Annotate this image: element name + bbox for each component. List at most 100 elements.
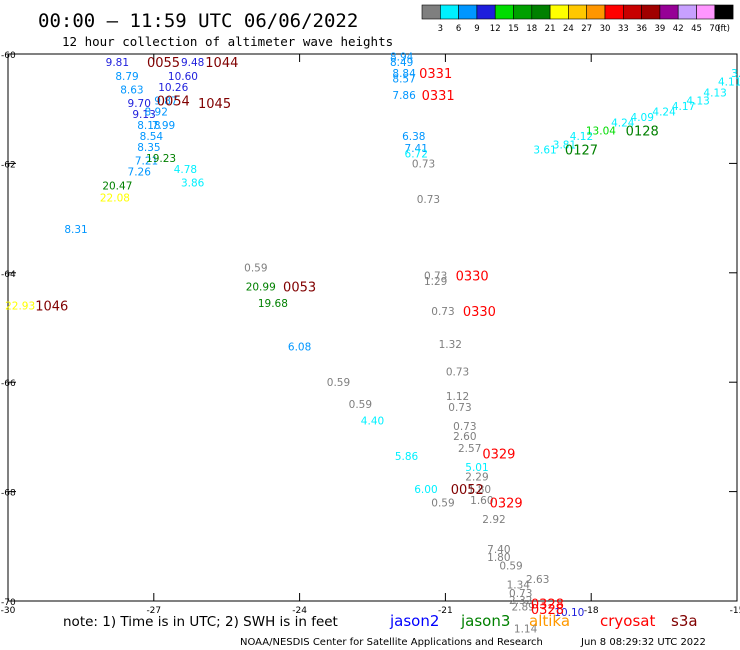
wave-height-point: 7.86 [392, 90, 416, 102]
wave-height-point: 0.73 [431, 306, 454, 318]
colorbar-unit: (ft) [717, 24, 730, 34]
colorbar-swatch [714, 4, 734, 20]
colorbar-swatch [531, 4, 551, 20]
x-tick-label: -30 [1, 606, 16, 616]
pass-time-label: 0331 [422, 89, 455, 104]
wave-height-point: 2.63 [526, 574, 549, 586]
wave-height-point: 2.92 [482, 514, 505, 526]
plot-border [7, 53, 738, 602]
wave-height-point: 8.31 [64, 224, 87, 236]
wave-height-point: 5.01 [465, 462, 488, 474]
colorbar-swatch [439, 4, 459, 20]
wave-height-point: 8.79 [115, 71, 138, 83]
wave-height-point: 4.24 [652, 106, 676, 118]
wave-height-point: 1.34 [507, 580, 531, 592]
wave-height-point: 7.41 [405, 143, 428, 155]
colorbar-swatch [604, 4, 624, 20]
colorbar-swatch [696, 4, 716, 20]
wave-height-point: 9.13 [132, 109, 155, 121]
pass-time-label: 1044 [205, 56, 238, 71]
wave-height-point: 4.13 [703, 87, 726, 99]
colorbar-label: 24 [563, 24, 574, 34]
wave-height-point: 0.73 [448, 402, 471, 414]
legend-entry: jason3 [460, 612, 510, 630]
wave-height-point: 4.12 [570, 131, 593, 143]
colorbar-swatch [659, 4, 679, 20]
wave-height-point: 0.73 [446, 366, 469, 378]
legend-entry: jason2 [389, 612, 439, 630]
wave-height-point: 2.29 [465, 471, 488, 483]
colorbar-swatch [641, 4, 661, 20]
wave-height-point: 1.60 [470, 495, 493, 507]
colorbar-swatch [421, 4, 441, 20]
wave-height-point: 2.57 [458, 443, 481, 455]
wave-height-point: 2.32 [509, 595, 532, 607]
pass-time-label: 0054 [157, 94, 190, 109]
legend-entry: cryosat [600, 612, 655, 630]
wave-height-point: 4.17 [672, 101, 695, 113]
legend-entry: altika [529, 612, 570, 630]
colorbar-label: 18 [526, 24, 537, 34]
colorbar-label: 9 [474, 24, 479, 34]
wave-height-point: 9.48 [181, 57, 204, 69]
wave-height-point: 3.86 [181, 178, 205, 190]
colorbar-label: 15 [508, 24, 519, 34]
y-tick-label: -66 [1, 379, 16, 389]
wave-height-point: 0.59 [431, 498, 454, 510]
wave-height-point: 13.04 [586, 126, 616, 138]
wave-height-point: 5.86 [395, 451, 419, 463]
wave-height-point: 0.73 [453, 421, 476, 433]
wave-height-point: 19.68 [258, 298, 288, 310]
x-tick-label: -21 [438, 606, 453, 616]
pass-time-label: 0128 [626, 125, 659, 140]
colorbar: 3 6 9 12 15 18 21 24 27 30 33 36 39 42 45 70(ft) [421, 4, 734, 34]
wave-height-point: 1.80 [468, 484, 491, 496]
wave-height-labels: 9.81 8.79 8.639.709.138.187.998.548.35 7.21… [5, 52, 740, 636]
colorbar-swatch [568, 4, 588, 20]
wave-height-point: 4.24 [611, 117, 635, 129]
pass-time-label: 0328 [531, 603, 564, 618]
colorbar-swatch [494, 4, 514, 20]
wave-height-point: 8.84 [392, 68, 416, 80]
colorbar-label: 6 [456, 24, 461, 34]
colorbar-swatch [513, 4, 533, 20]
colorbar-label: 45 [691, 24, 702, 34]
wave-height-point: 6.72 [405, 149, 428, 161]
wave-height-point: 2.60 [453, 431, 476, 443]
wave-height-point: 3.1 [731, 68, 740, 80]
pass-time-label: 0331 [419, 67, 452, 82]
chart-subtitle: 12 hour collection of altimeter wave hei… [62, 34, 393, 49]
pass-time-label: 0329 [490, 497, 523, 512]
pass-time-label: 0053 [283, 280, 316, 295]
colorbar-label: 27 [581, 24, 592, 34]
wave-height-point: 7.40 [487, 544, 510, 556]
colorbar-label: 39 [654, 24, 665, 34]
wave-height-point: 2.89 [511, 601, 534, 613]
colorbar-label: 36 [636, 24, 647, 34]
x-tick-label: -18 [584, 606, 599, 616]
colorbar-label: 70 [709, 24, 720, 34]
wave-height-point: 8.54 [140, 131, 164, 143]
colorbar-swatch [586, 4, 606, 20]
wave-height-point: 6.00 [414, 484, 437, 496]
wave-height-point: 4.78 [174, 164, 197, 176]
wave-height-point: 10.26 [158, 82, 188, 94]
y-tick-label: -62 [1, 160, 16, 170]
chart-title: 00:00 – 11:59 UTC 06/06/2022 [38, 10, 358, 32]
wave-height-point: 20.99 [246, 281, 276, 293]
wave-height-point: 1.14 [514, 623, 538, 635]
wave-height-point: 20.47 [102, 180, 132, 192]
legend: jason2 jason3 altika cryosat s3a [389, 612, 698, 630]
y-tick-label: -68 [1, 489, 16, 499]
pass-time-label: 0330 [456, 270, 489, 285]
pass-time-label: 0052 [451, 483, 484, 498]
wave-height-point: 3.81 [553, 139, 576, 151]
wave-height-point: 8.18 [137, 120, 160, 132]
x-tick-label: -24 [292, 606, 307, 616]
colorbar-swatch [476, 4, 496, 20]
wave-height-point: 1.32 [439, 339, 462, 351]
wave-height-point: 1.80 [487, 552, 510, 564]
wave-height-point: 7.21 [135, 156, 158, 168]
pass-time-label: 0330 [463, 305, 496, 320]
wave-height-point: 7.26 [128, 167, 152, 179]
